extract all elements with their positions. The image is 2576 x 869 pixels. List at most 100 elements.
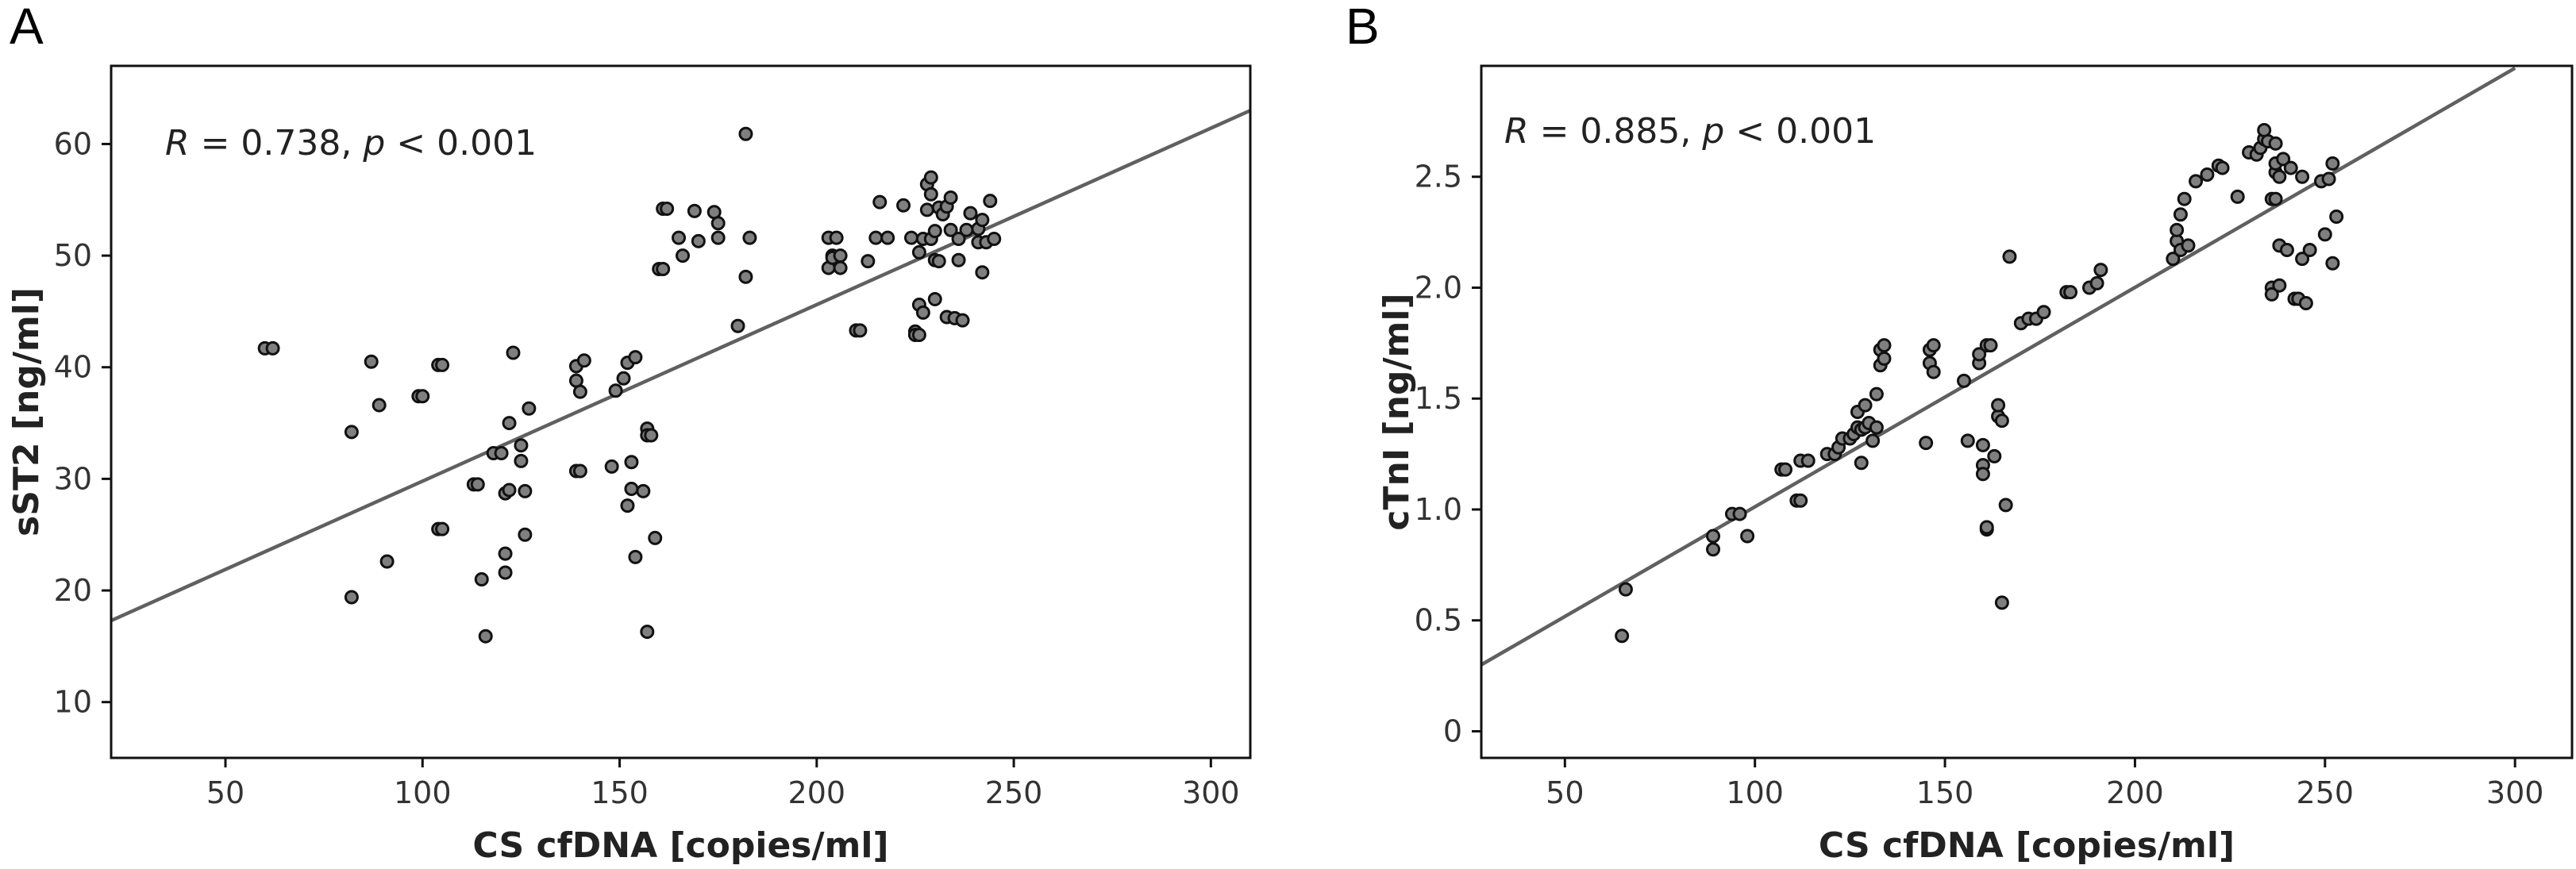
panel-a-data-point bbox=[265, 340, 280, 356]
panel-a-data-point bbox=[959, 222, 974, 237]
panel-a-data-point bbox=[470, 477, 485, 492]
panel-a-data-point bbox=[644, 428, 659, 443]
panel-a-data-point bbox=[502, 483, 517, 498]
panel-b-data-point bbox=[2189, 174, 2204, 189]
panel-b-data-point bbox=[1983, 338, 1998, 353]
panel-b-x-tick-label: 150 bbox=[1916, 775, 1974, 810]
panel-a-y-tick-label: 40 bbox=[54, 350, 92, 385]
panel-a-data-point bbox=[710, 230, 726, 245]
panel-a-data-point bbox=[955, 313, 970, 328]
panel-b-data-point bbox=[2276, 152, 2291, 167]
panel-b-letter: B bbox=[1346, 0, 1380, 55]
panel-a-data-point bbox=[927, 224, 942, 239]
panel-b-data-point bbox=[1979, 520, 1994, 535]
panel-a-data-point bbox=[640, 625, 655, 640]
panel-a-data-point bbox=[648, 530, 663, 545]
panel-b-data-point bbox=[2317, 227, 2332, 242]
panel-b-data-point bbox=[1740, 529, 1755, 544]
panel-b-data-point bbox=[2268, 191, 2283, 206]
panel-b-data-point bbox=[2036, 305, 2051, 320]
panel-a-x-tick-label: 150 bbox=[591, 775, 649, 810]
panel-b-y-axis-title: cTnI [ng/ml] bbox=[1377, 293, 1417, 530]
panel-a-data-point bbox=[975, 265, 990, 280]
panel-b-data-point bbox=[1991, 398, 2006, 413]
panel-b-data-point bbox=[2215, 160, 2230, 175]
panel-b-data-point bbox=[1957, 373, 1972, 388]
panel-a-data-point bbox=[415, 389, 430, 404]
panel-b-data-point bbox=[1926, 364, 1941, 379]
panel-b-data-point bbox=[1706, 542, 1721, 557]
panel-b-y-tick-label: 2.0 bbox=[1415, 270, 1462, 305]
panel-a-data-point bbox=[506, 345, 521, 360]
panel-a-data-point bbox=[435, 357, 450, 372]
panel-b-data-point bbox=[1732, 506, 1747, 521]
panel-a-data-point bbox=[975, 213, 990, 228]
panel-a-data-point bbox=[951, 252, 966, 267]
panel-a-stat-annotation: R = 0.738, p < 0.001 bbox=[165, 123, 537, 163]
panel-b-data-point bbox=[1854, 456, 1869, 471]
panel-a-data-point bbox=[474, 571, 489, 586]
panel-b-data-point bbox=[2173, 207, 2188, 222]
panel-b-data-point bbox=[1972, 347, 1987, 362]
panel-a-data-point bbox=[730, 318, 745, 333]
panel-a-data-point bbox=[624, 482, 639, 497]
panel-a-data-point bbox=[943, 190, 958, 205]
panel-b-data-point bbox=[2325, 156, 2340, 171]
panel-b-data-point bbox=[1615, 629, 1630, 644]
panel-b-data-point bbox=[2329, 210, 2344, 225]
panel-a-data-point bbox=[919, 202, 934, 217]
panel-a-data-point bbox=[943, 222, 958, 237]
panel-a-x-tick-label: 250 bbox=[985, 775, 1043, 810]
panel-a-data-point bbox=[628, 549, 643, 564]
panel-b-data-point bbox=[2002, 249, 2017, 264]
panel-b-stat-annotation: R = 0.885, p < 0.001 bbox=[1504, 111, 1876, 152]
panel-a-data-point bbox=[675, 248, 690, 263]
panel-a-x-tick-label: 100 bbox=[394, 775, 452, 810]
panel-b-data-point bbox=[2166, 252, 2181, 267]
panel-a-points bbox=[257, 126, 1002, 644]
panel-b-data-point bbox=[1877, 351, 1892, 366]
panel-b-points bbox=[1615, 123, 2344, 644]
panel-a-data-point bbox=[963, 206, 978, 221]
panel-a-data-point bbox=[903, 230, 918, 245]
panel-b-data-point bbox=[1877, 338, 1892, 353]
panel-a-data-point bbox=[987, 232, 1002, 246]
panel-b-data-point bbox=[2279, 242, 2294, 257]
panel-b-data-point bbox=[1975, 437, 1990, 452]
panel-b-fit-line bbox=[1480, 66, 2516, 667]
panel-a-data-point bbox=[372, 398, 387, 413]
panel-a-data-point bbox=[738, 126, 753, 141]
panel-a-y-tick-label: 30 bbox=[54, 461, 92, 496]
panel-b-data-point bbox=[2295, 252, 2310, 267]
panel-b-data-point bbox=[2268, 136, 2283, 151]
panel-a: A 50 100 150 200 250 300 10 20 30 40 50 60 R = 0.73… bbox=[6, 0, 1252, 866]
panel-a-data-point bbox=[931, 254, 946, 269]
panel-a-data-point bbox=[344, 590, 359, 605]
panel-a-data-point bbox=[620, 498, 635, 513]
panel-a-data-point bbox=[880, 230, 895, 245]
panel-b-data-point bbox=[1960, 433, 1975, 448]
panel-b-data-point bbox=[2177, 191, 2192, 206]
panel-a-y-axis-title: sST2 [ng/ml] bbox=[6, 287, 47, 536]
panel-b-data-point bbox=[2170, 222, 2185, 237]
panel-a-x-tick-label: 200 bbox=[788, 775, 846, 810]
panel-b-data-point bbox=[1866, 433, 1881, 448]
panel-a-data-point bbox=[514, 453, 529, 468]
panel-b-data-point bbox=[2302, 242, 2317, 257]
panel-a-ticks: 50 100 150 200 250 300 10 20 30 40 50 60 bbox=[54, 126, 1240, 810]
panel-b-data-point bbox=[2321, 171, 2336, 186]
panel-a-x-axis-title: CS cfDNA [copies/ml] bbox=[472, 825, 888, 866]
panel-b-data-point bbox=[1919, 436, 1934, 451]
panel-b-data-point bbox=[1869, 420, 1884, 435]
panel-a-data-point bbox=[951, 232, 966, 246]
panel-b-data-point bbox=[2272, 278, 2287, 293]
panel-b-data-point bbox=[2230, 189, 2245, 204]
panel-b-y-tick-label: 0.5 bbox=[1415, 603, 1462, 638]
panel-a-data-point bbox=[923, 186, 938, 202]
panel-a-data-point bbox=[572, 384, 587, 399]
panel-a-data-point bbox=[833, 260, 848, 275]
panel-a-data-point bbox=[478, 629, 493, 644]
panel-a-x-tick-label: 300 bbox=[1182, 775, 1240, 810]
panel-b-x-tick-label: 200 bbox=[2106, 775, 2164, 810]
